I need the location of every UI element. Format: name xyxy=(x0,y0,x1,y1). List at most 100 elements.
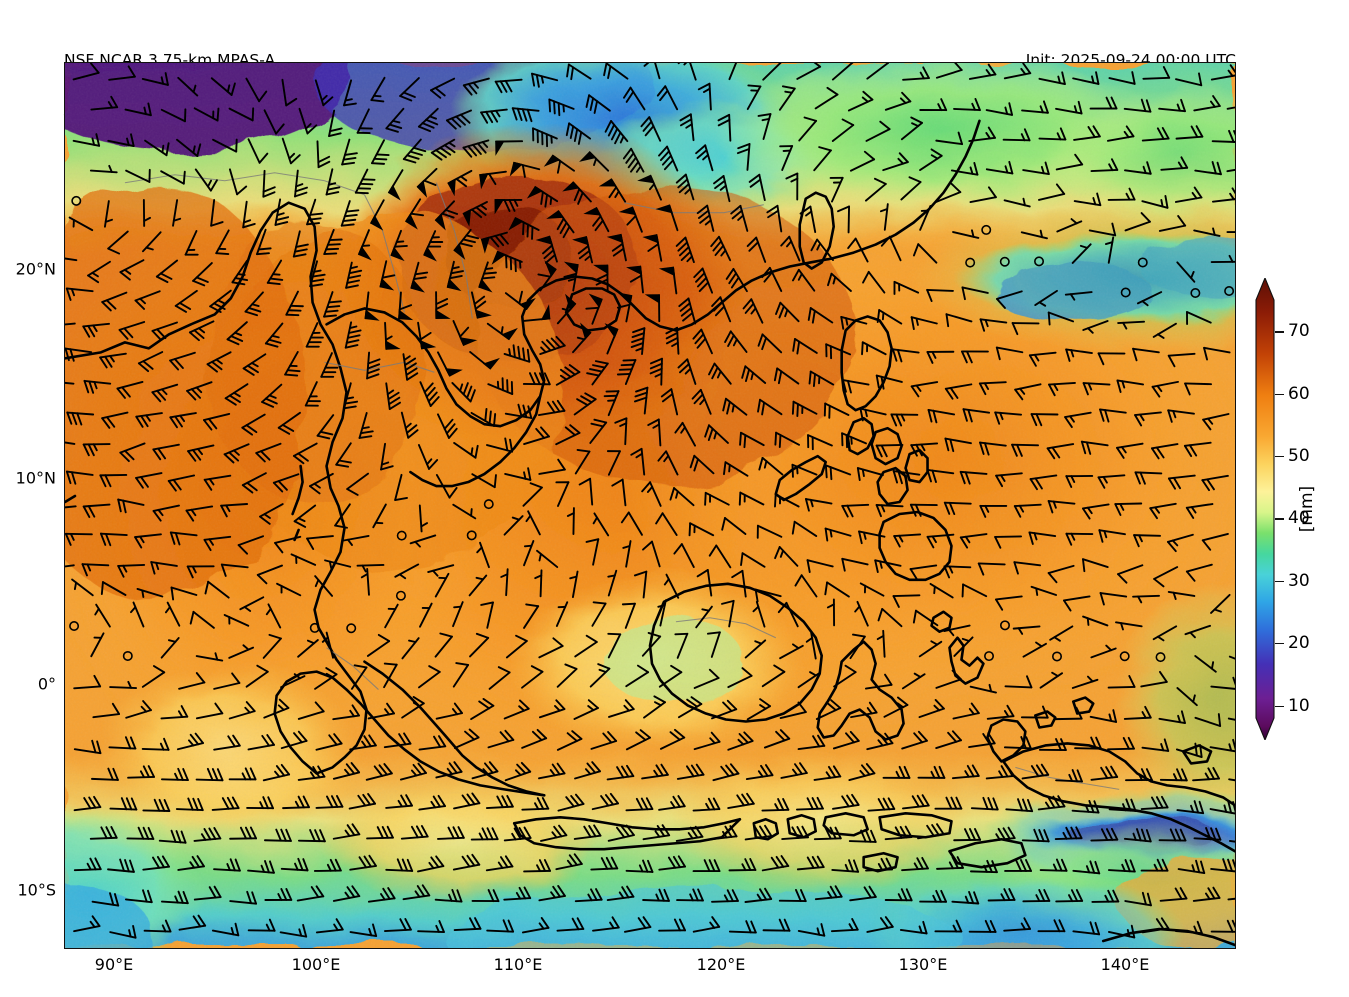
wind-barb xyxy=(695,144,714,172)
wind-barb xyxy=(435,291,451,319)
wind-barb xyxy=(555,364,581,386)
wind-barb xyxy=(779,145,794,171)
wind-barb xyxy=(417,321,437,350)
wind-barb xyxy=(724,330,748,353)
wind-barb xyxy=(866,916,894,933)
wind-barb xyxy=(693,731,721,751)
wind-barb xyxy=(728,920,757,934)
wind-barb xyxy=(913,243,938,264)
wind-barb xyxy=(744,887,773,903)
wind-barb xyxy=(399,77,420,102)
wind-barb xyxy=(709,825,738,841)
wind-barb xyxy=(203,535,232,552)
wind-barb xyxy=(213,858,241,872)
wind-barb xyxy=(736,143,751,171)
wind-barb xyxy=(229,826,258,840)
wind-barb xyxy=(814,86,839,110)
wind-barb xyxy=(573,824,602,840)
ytick-0: 0° xyxy=(0,675,56,694)
wind-barb xyxy=(1104,236,1115,264)
wind-barb xyxy=(589,418,608,444)
wind-barb xyxy=(124,889,153,904)
wind-barb xyxy=(1124,891,1152,907)
wind-barb xyxy=(858,530,886,545)
wind-barb xyxy=(81,563,110,577)
wind-barb xyxy=(170,586,198,601)
wind-barb xyxy=(479,170,507,190)
calm-wind-circle xyxy=(965,257,976,268)
wind-barb xyxy=(384,603,399,629)
wind-barb xyxy=(1013,561,1042,575)
wind-barb xyxy=(1176,687,1198,707)
xtick-label: 110°E xyxy=(493,955,543,974)
wind-barb xyxy=(1134,411,1162,427)
wind-barb xyxy=(543,154,575,174)
wind-barb xyxy=(774,493,800,508)
wind-barb xyxy=(536,549,559,569)
wind-barb xyxy=(1116,442,1144,459)
wind-barb xyxy=(1072,860,1101,875)
wind-barb xyxy=(503,515,524,536)
wind-barb xyxy=(523,859,552,873)
wind-barb xyxy=(435,702,463,720)
wind-barb xyxy=(262,633,282,659)
wind-barb xyxy=(92,702,121,719)
wind-barb xyxy=(745,764,774,781)
wind-barb xyxy=(1011,443,1039,457)
wind-barb xyxy=(380,442,394,471)
colorbar-tick-mark xyxy=(1275,331,1284,333)
wind-barb xyxy=(89,164,118,174)
wind-barb xyxy=(593,264,609,293)
wind-barb xyxy=(658,266,678,295)
wind-barb xyxy=(728,63,738,81)
wind-barb xyxy=(618,206,643,233)
calm-wind-circle xyxy=(69,621,80,632)
wind-barb xyxy=(675,825,704,842)
wind-barb xyxy=(1194,713,1222,727)
wind-barb xyxy=(1022,641,1047,658)
wind-barb xyxy=(574,888,603,903)
wind-barb xyxy=(556,293,577,325)
wind-barb xyxy=(862,270,886,294)
wind-barb xyxy=(480,108,508,124)
wind-barb xyxy=(929,582,954,599)
wind-barb xyxy=(522,304,551,322)
wind-barb xyxy=(1177,859,1206,875)
wind-barb xyxy=(810,238,834,262)
wind-barb xyxy=(346,472,370,496)
wind-barb xyxy=(486,919,515,933)
wind-barb xyxy=(358,412,374,439)
wind-barb xyxy=(1176,800,1205,815)
wind-barb xyxy=(626,265,644,294)
wind-barb xyxy=(953,636,974,657)
wind-barb xyxy=(1003,736,1032,750)
wind-barb xyxy=(525,510,541,536)
wind-barb xyxy=(437,826,465,840)
wind-barb xyxy=(883,696,909,718)
wind-barb xyxy=(538,637,564,659)
wind-barb xyxy=(1176,261,1196,283)
calm-wind-circle xyxy=(309,622,320,633)
wind-barb xyxy=(445,109,472,130)
wind-barb xyxy=(1194,161,1222,176)
wind-barb xyxy=(211,796,240,811)
wind-barb xyxy=(808,370,835,388)
wind-barb xyxy=(332,885,361,902)
wind-barb xyxy=(186,381,213,401)
wind-barb xyxy=(740,552,766,568)
wind-barb xyxy=(231,259,249,286)
wind-barb xyxy=(877,608,903,628)
wind-barb xyxy=(1226,168,1235,173)
wind-barb xyxy=(1099,592,1128,606)
wind-barb xyxy=(708,544,732,569)
wind-barb xyxy=(926,288,954,303)
wind-barb xyxy=(366,351,381,380)
wind-barb xyxy=(910,381,939,398)
wind-barb xyxy=(890,413,919,427)
wind-barb xyxy=(727,792,755,809)
colorbar-tick-label: 10 xyxy=(1288,695,1310,716)
wind-barb xyxy=(1124,212,1151,232)
wind-barb xyxy=(487,729,515,749)
wind-barb xyxy=(623,916,652,933)
ytick-label: 10°N xyxy=(15,468,56,488)
